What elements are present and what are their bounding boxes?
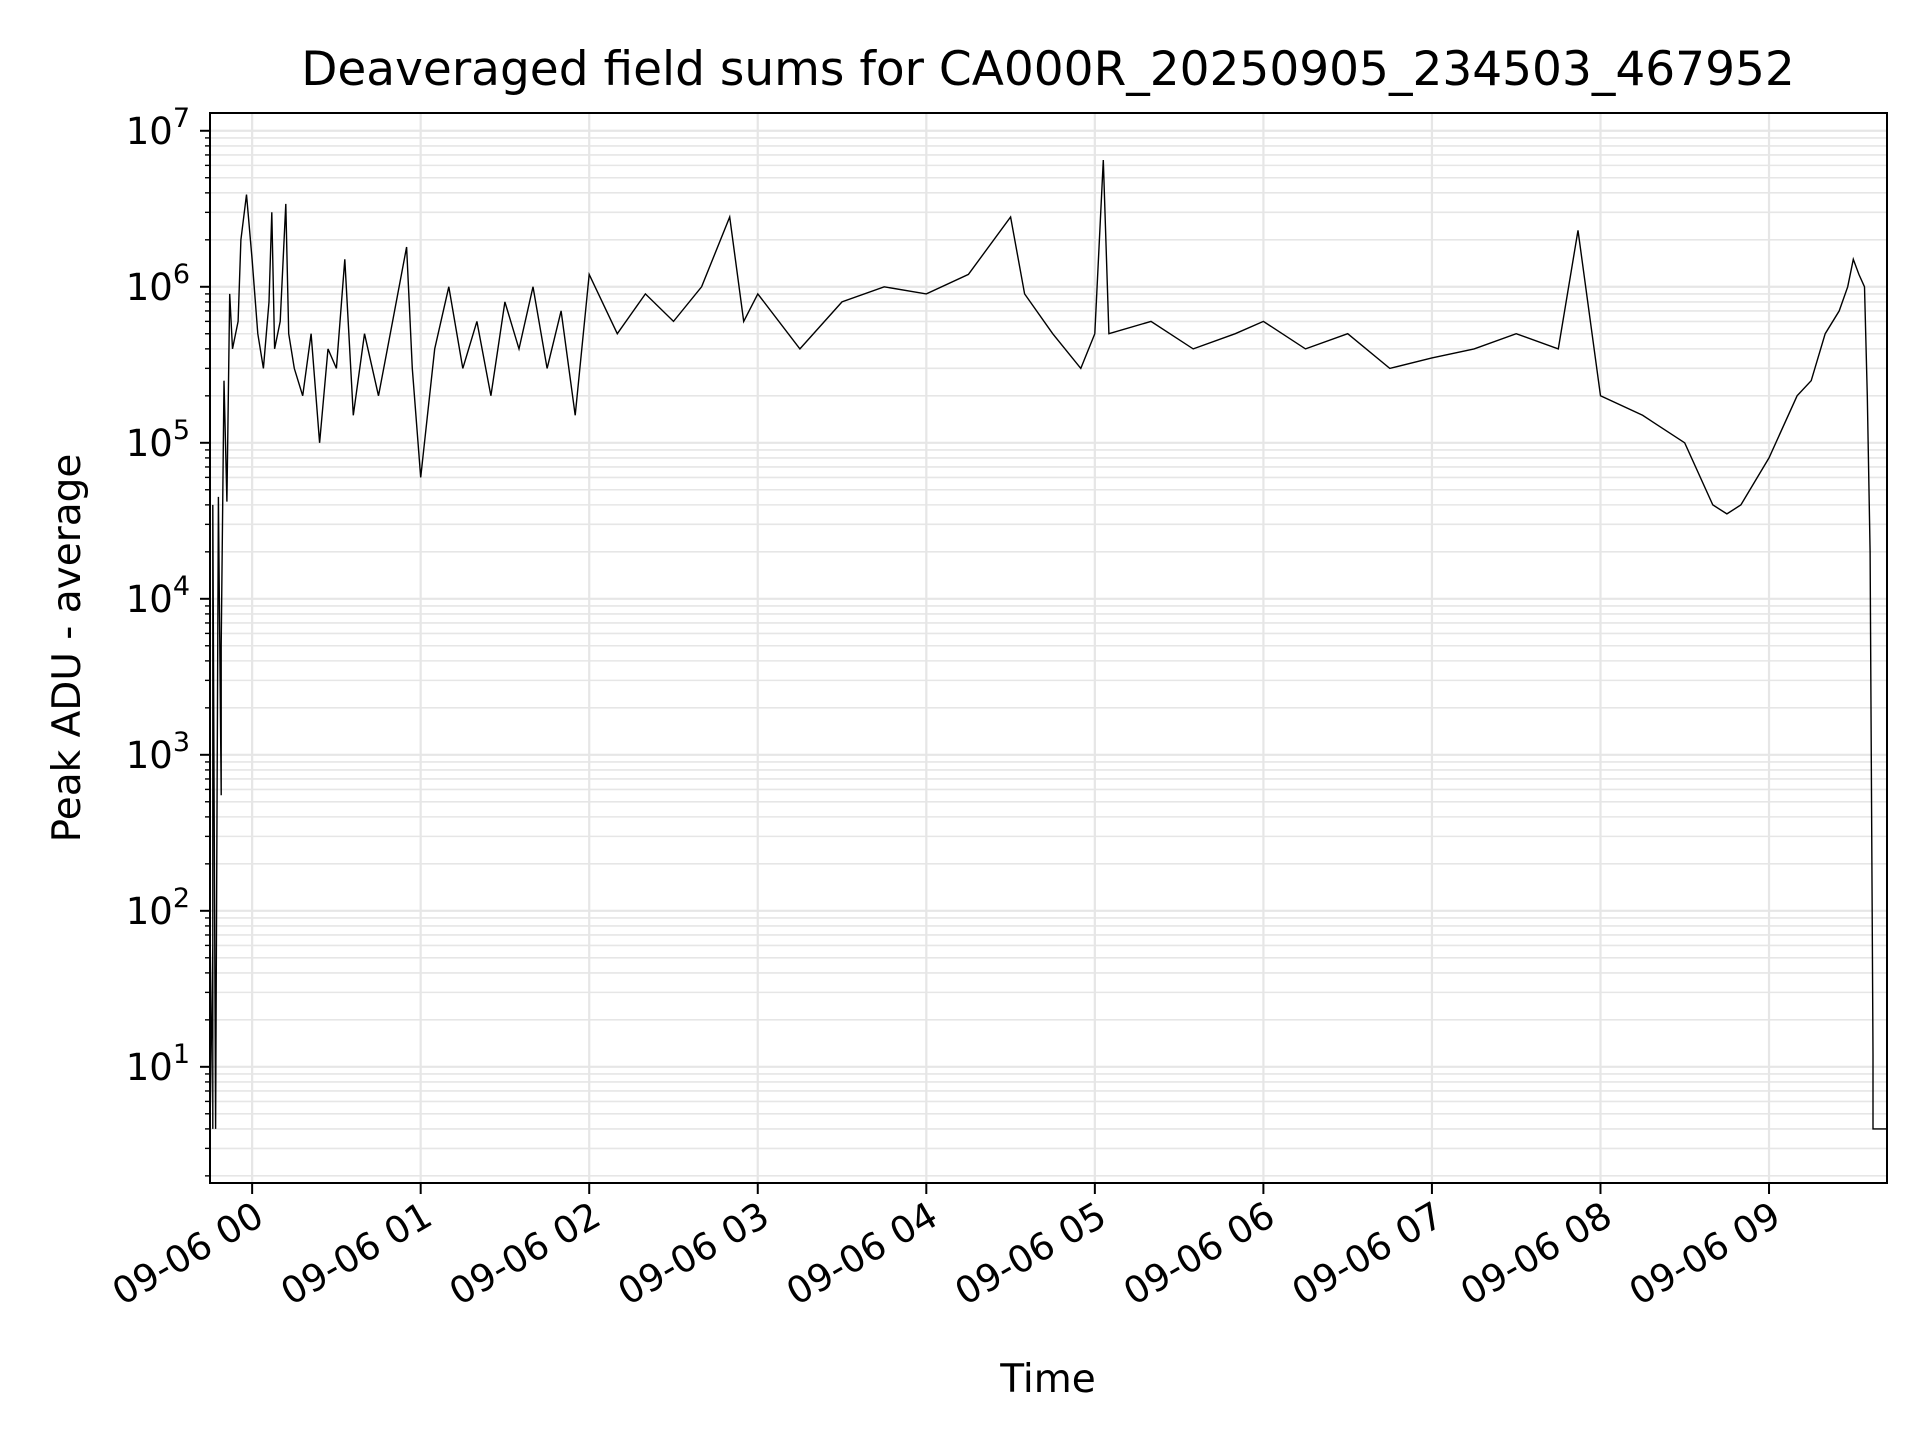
axes-background: [210, 113, 1887, 1183]
y-tick-label: 106: [126, 259, 190, 309]
y-tick-label: 104: [126, 571, 190, 621]
y-tick-label: 102: [126, 883, 190, 933]
y-tick-label: 101: [126, 1039, 190, 1089]
series-line: [209, 159, 1887, 1130]
y-axis: 101 102 103 104 105 106 107: [126, 103, 210, 1177]
chart-title: Deaveraged field sums for CA000R_2025090…: [301, 42, 1795, 97]
y-tick-label: 105: [126, 415, 190, 465]
grid: [210, 113, 1887, 1183]
y-tick-label: 103: [126, 727, 190, 777]
y-axis-label: Peak ADU - average: [45, 454, 90, 843]
y-tick-label: 107: [126, 103, 190, 153]
x-axis-label: Time: [999, 1357, 1095, 1402]
plot-area: [209, 112, 1888, 1184]
axes-frame: [209, 112, 1888, 1184]
